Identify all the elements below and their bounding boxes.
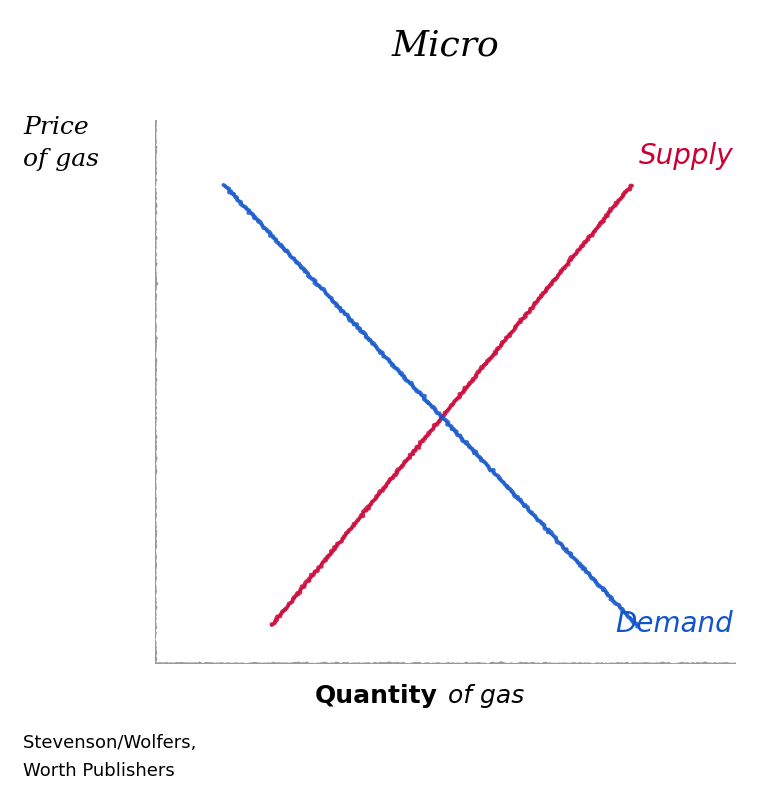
Text: Micro: Micro (391, 28, 500, 62)
Text: of gas: of gas (440, 684, 525, 708)
Text: Quantity: Quantity (315, 684, 438, 708)
Text: Stevenson/Wolfers,: Stevenson/Wolfers, (23, 734, 202, 752)
Text: of gas: of gas (23, 148, 99, 171)
Text: Worth Publishers: Worth Publishers (23, 762, 175, 779)
Text: Demand: Demand (615, 610, 733, 638)
Text: Supply: Supply (639, 142, 733, 170)
Text: Price: Price (23, 116, 89, 139)
